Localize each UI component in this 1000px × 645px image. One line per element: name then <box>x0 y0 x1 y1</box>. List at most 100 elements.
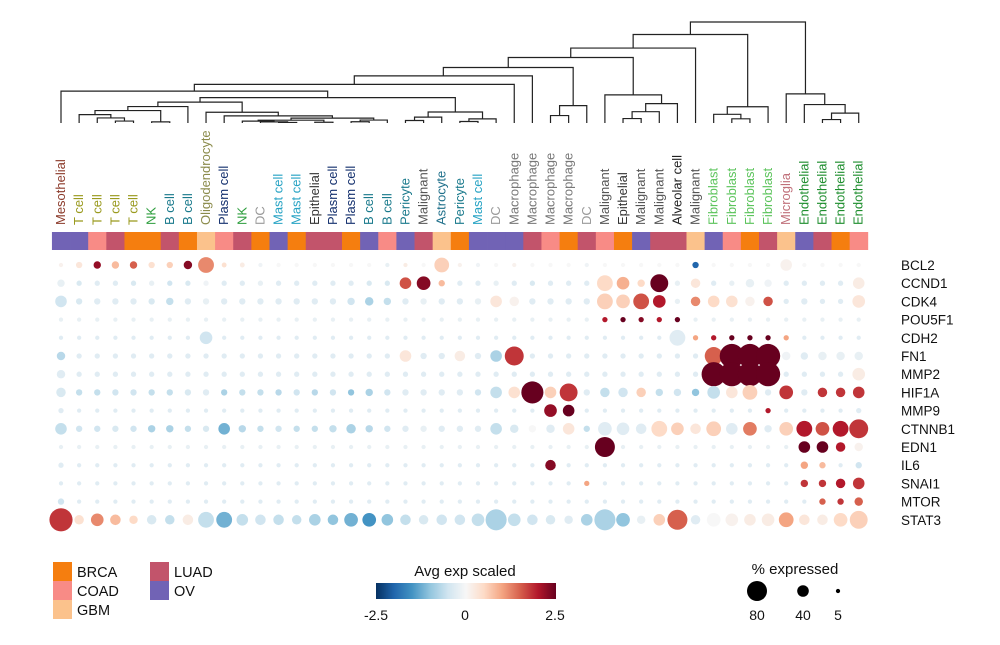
dot <box>835 387 846 398</box>
dot <box>765 463 771 468</box>
dot <box>131 463 136 468</box>
dot <box>456 425 464 432</box>
dot <box>185 335 191 340</box>
dot <box>656 316 662 323</box>
dot <box>835 478 846 489</box>
column-label: Macrophage <box>506 153 521 225</box>
dendrogram-branch <box>277 121 298 124</box>
dendrogram-branch <box>199 97 456 112</box>
dot <box>421 317 426 322</box>
dot <box>530 262 535 268</box>
dot <box>421 444 426 450</box>
cohort-cell <box>233 232 252 250</box>
dot <box>94 389 101 396</box>
dot <box>221 353 227 359</box>
cohort-cell <box>160 232 180 250</box>
dot <box>530 481 535 486</box>
dot <box>779 421 794 436</box>
dot <box>203 371 209 377</box>
dot <box>312 499 317 504</box>
dot <box>598 421 612 436</box>
dot <box>493 262 499 268</box>
dot <box>620 262 626 268</box>
dot <box>780 259 792 271</box>
gene-label: MMP9 <box>901 404 940 419</box>
dendrogram-branch <box>94 109 162 122</box>
dot <box>838 463 843 468</box>
dot <box>674 371 681 377</box>
dot <box>819 498 826 505</box>
dot <box>796 420 813 437</box>
dot <box>112 298 119 305</box>
dot <box>856 317 861 322</box>
dot <box>239 262 245 268</box>
dot <box>434 257 450 273</box>
cohort-cell <box>70 232 89 250</box>
dot <box>745 278 755 288</box>
cohort-cell <box>650 232 669 250</box>
dot <box>166 389 173 396</box>
dot <box>602 316 608 323</box>
dot <box>420 389 427 396</box>
column-label: DC <box>252 206 267 225</box>
dot <box>512 499 517 504</box>
column-label: Fibroblast <box>706 168 721 225</box>
dot <box>475 262 481 268</box>
dot <box>530 444 535 450</box>
column-label: T cell <box>126 194 141 225</box>
dot <box>184 389 192 396</box>
dot <box>202 425 210 432</box>
dot <box>399 350 412 362</box>
dot <box>454 350 466 362</box>
column-label: Mast cell <box>271 174 286 225</box>
cohort-swatch <box>53 562 72 581</box>
dot <box>584 408 589 413</box>
dot <box>690 296 701 307</box>
cohort-cell <box>523 232 542 250</box>
dot <box>276 499 281 504</box>
column-label: Mast cell <box>289 174 304 225</box>
dot <box>147 425 156 433</box>
dot <box>544 386 557 399</box>
dot <box>330 499 336 504</box>
dot <box>236 514 249 526</box>
dot <box>747 335 753 341</box>
dot <box>421 262 426 268</box>
dot <box>802 335 807 340</box>
dot <box>657 481 662 486</box>
dot <box>620 499 626 504</box>
dot <box>584 480 590 487</box>
dot <box>529 298 536 305</box>
dot <box>416 276 431 291</box>
dot <box>185 371 191 377</box>
dot <box>802 317 807 322</box>
dot <box>564 515 573 525</box>
dot <box>656 371 662 377</box>
dot <box>257 371 264 377</box>
dot <box>474 389 482 396</box>
dot <box>148 298 155 305</box>
cohort-cell <box>795 232 814 250</box>
dot <box>475 408 481 413</box>
dot <box>362 512 377 527</box>
dendrogram-branch <box>821 118 842 123</box>
dot <box>366 353 372 359</box>
dot <box>548 481 553 486</box>
dot <box>95 335 100 340</box>
dot <box>258 463 263 468</box>
dot <box>490 295 502 308</box>
dot <box>493 481 499 486</box>
dot <box>690 515 701 525</box>
dot <box>852 277 865 290</box>
dot <box>149 371 155 377</box>
dot <box>565 371 572 377</box>
dot <box>222 499 227 504</box>
color-scale-tick: -2.5 <box>364 607 388 623</box>
dot <box>276 262 281 268</box>
dot <box>854 497 863 506</box>
dot <box>348 317 354 322</box>
dot <box>620 481 626 486</box>
dot <box>185 481 191 486</box>
dot <box>784 317 789 322</box>
column-label: Malignant <box>651 168 666 225</box>
